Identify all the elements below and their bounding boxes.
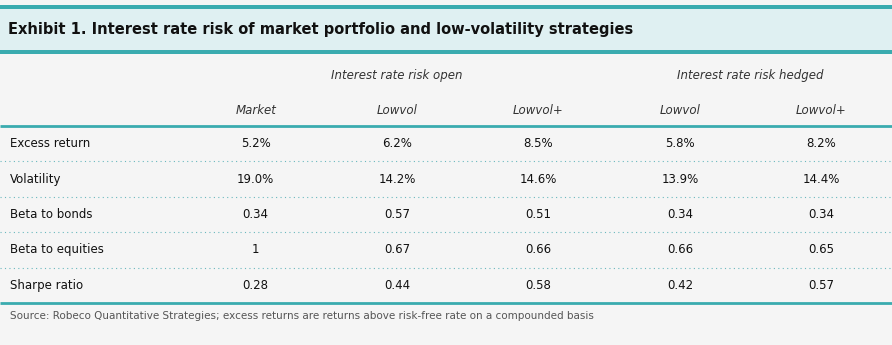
Text: 6.2%: 6.2%	[382, 137, 412, 150]
Text: 14.6%: 14.6%	[520, 172, 558, 186]
Text: 0.65: 0.65	[808, 244, 834, 256]
Text: 0.57: 0.57	[808, 279, 834, 292]
Text: 0.34: 0.34	[243, 208, 268, 221]
Text: 8.5%: 8.5%	[524, 137, 553, 150]
Text: Market: Market	[235, 104, 277, 117]
Text: 0.67: 0.67	[384, 244, 410, 256]
Text: 5.8%: 5.8%	[665, 137, 695, 150]
Text: Lowvol: Lowvol	[659, 104, 700, 117]
Text: 0.66: 0.66	[667, 244, 693, 256]
Bar	[0, 9, 892, 50]
Text: 13.9%: 13.9%	[661, 172, 698, 186]
Text: 8.2%: 8.2%	[806, 137, 836, 150]
Text: 0.66: 0.66	[525, 244, 551, 256]
Text: 1: 1	[252, 244, 260, 256]
Text: Volatility: Volatility	[10, 172, 62, 186]
Text: Interest rate risk hedged: Interest rate risk hedged	[677, 69, 824, 81]
Text: Lowvol: Lowvol	[376, 104, 417, 117]
Text: Exhibit 1. Interest rate risk of market portfolio and low-volatility strategies: Exhibit 1. Interest rate risk of market …	[8, 22, 633, 37]
Text: 14.2%: 14.2%	[378, 172, 416, 186]
Bar	[0, 50, 892, 54]
Text: 19.0%: 19.0%	[237, 172, 275, 186]
Text: 5.2%: 5.2%	[241, 137, 270, 150]
Text: 0.34: 0.34	[808, 208, 834, 221]
Text: Excess return: Excess return	[10, 137, 90, 150]
Text: 0.28: 0.28	[243, 279, 268, 292]
Text: 0.58: 0.58	[525, 279, 551, 292]
Text: 0.51: 0.51	[525, 208, 551, 221]
Text: 0.44: 0.44	[384, 279, 410, 292]
Text: Lowvol+: Lowvol+	[796, 104, 847, 117]
Text: Sharpe ratio: Sharpe ratio	[10, 279, 83, 292]
Text: Beta to equities: Beta to equities	[10, 244, 103, 256]
Text: Source: Robeco Quantitative Strategies; excess returns are returns above risk-fr: Source: Robeco Quantitative Strategies; …	[10, 311, 594, 321]
Text: Beta to bonds: Beta to bonds	[10, 208, 93, 221]
Text: 0.34: 0.34	[667, 208, 693, 221]
Bar	[0, 5, 892, 9]
Text: Lowvol+: Lowvol+	[513, 104, 564, 117]
Text: 0.42: 0.42	[667, 279, 693, 292]
Text: Interest rate risk open: Interest rate risk open	[331, 69, 463, 81]
Text: 0.57: 0.57	[384, 208, 410, 221]
Text: 14.4%: 14.4%	[803, 172, 840, 186]
